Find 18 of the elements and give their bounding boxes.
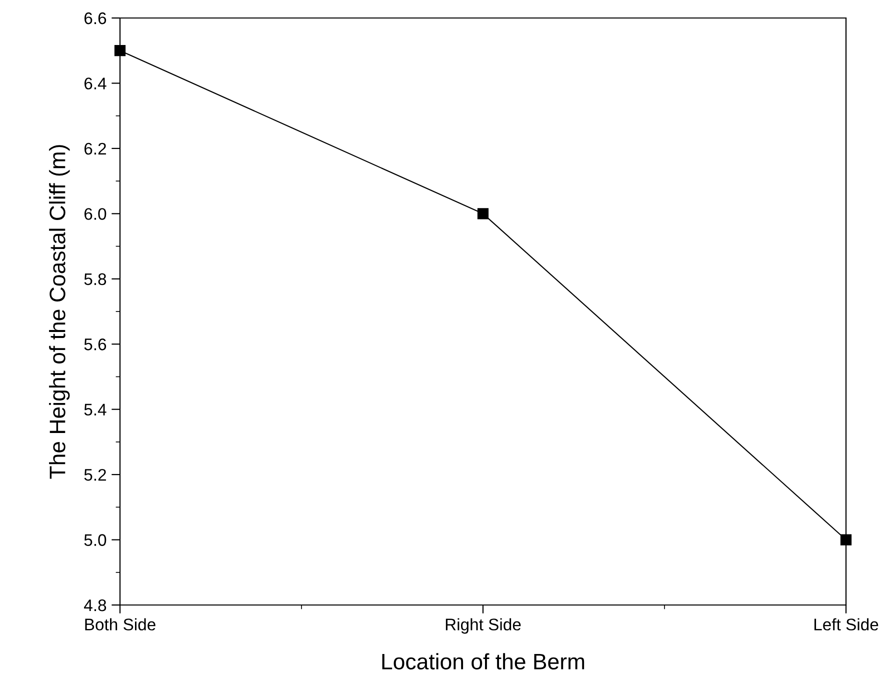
x-tick-label: Right Side bbox=[446, 618, 521, 634]
point bbox=[114, 45, 126, 56]
y-tick-label: 5.8 bbox=[84, 273, 106, 286]
y-tick-label: 5.6 bbox=[84, 338, 106, 350]
y-tick-label: 6.6 bbox=[84, 12, 106, 24]
x-axis-title: Location of the Berm bbox=[382, 653, 584, 670]
y-tick-label: 5.0 bbox=[84, 534, 106, 546]
y-tick-label: 6.0 bbox=[84, 208, 106, 220]
x-tick-label: Left Side bbox=[814, 618, 878, 630]
x-tick-label: Both Side bbox=[85, 618, 156, 630]
y-tick-label: 4.8 bbox=[84, 599, 106, 612]
y-tick-label: 6.4 bbox=[84, 78, 106, 90]
y-tick-label: 6.2 bbox=[84, 142, 106, 155]
point bbox=[477, 208, 489, 220]
y-axis-title: The Height of the Coastal Cliff (m) bbox=[49, 145, 70, 479]
point bbox=[840, 534, 852, 546]
y-tick-label: 5.2 bbox=[84, 468, 106, 481]
y-tick-label: 5.4 bbox=[84, 404, 106, 416]
